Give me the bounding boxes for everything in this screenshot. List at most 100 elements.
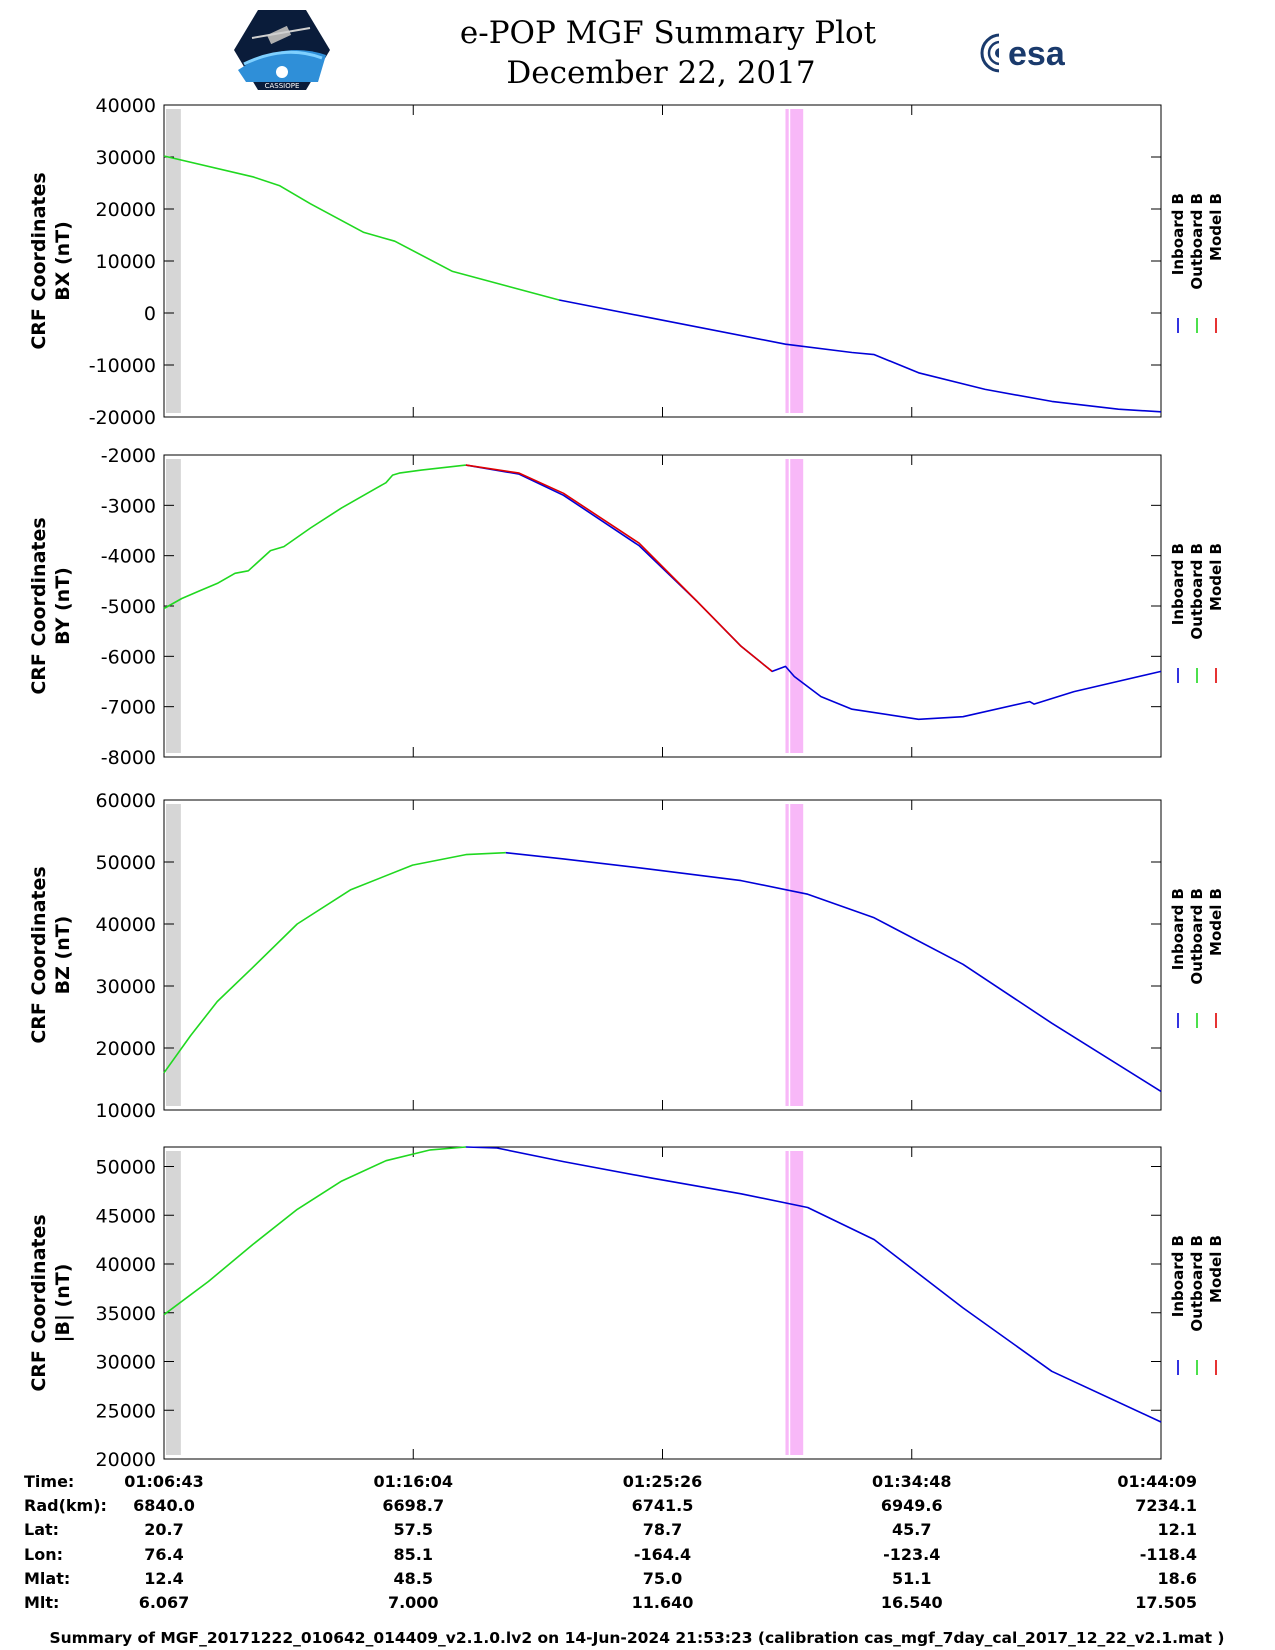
ephemeris-value: 12.1 [1158, 1520, 1197, 1539]
pink-event-band [785, 804, 804, 1106]
ephemeris-value: 12.4 [144, 1569, 183, 1588]
legend-label: Model B [1207, 1235, 1225, 1303]
ephemeris-row-label: Lon: [24, 1545, 63, 1564]
ephemeris-value: 7.000 [388, 1593, 439, 1612]
ephemeris-value: 7234.1 [1135, 1496, 1197, 1515]
ephemeris-table: Time: Rad(km): Lat: Lon: Mlat: Mlt: 01:06:43 68… [24, 1472, 1197, 1612]
legend-label: Model B [1207, 543, 1225, 611]
pink-event-band [785, 109, 804, 413]
y-axis-label-line-1: CRF Coordinates [28, 866, 50, 1043]
y-tick-label: -2000 [101, 445, 156, 467]
series-line-outboard-b [163, 464, 466, 610]
pink-event-band [785, 1151, 804, 1455]
ephemeris-row-label: Mlt: [24, 1593, 59, 1612]
ephemeris-value: -118.4 [1140, 1545, 1197, 1564]
title-line-1: e-POP MGF Summary Plot [460, 15, 877, 51]
ephemeris-value: 20.7 [144, 1520, 183, 1539]
y-axis-label-line-2: BY (nT) [52, 567, 74, 645]
ephemeris-row-label: Time: [24, 1472, 74, 1491]
pink-event-band [785, 459, 804, 753]
legend-label: Model B [1207, 193, 1225, 261]
y-tick-label: 30000 [96, 976, 156, 998]
y-tick-label: 45000 [96, 1205, 156, 1227]
ephemeris-value: 85.1 [394, 1545, 433, 1564]
ephemeris-value: 17.505 [1135, 1593, 1197, 1612]
y-tick-label: 20000 [96, 1038, 156, 1060]
panel-4: 50000 45000 40000 35000 30000 25000 20000 CRF C… [28, 1146, 1225, 1471]
series-line-outboard-b [163, 155, 560, 301]
title-line-2: December 22, 2017 [506, 55, 815, 91]
legend-label: Outboard B [1188, 543, 1206, 640]
y-tick-label: 40000 [96, 1254, 156, 1276]
y-tick-label: 25000 [96, 1400, 156, 1422]
header: CASSIOPE e-POP MGF Summary Plot December… [234, 10, 1066, 91]
axes-box [163, 799, 1162, 1111]
ephemeris-value: 01:16:04 [373, 1472, 453, 1491]
axes-box [163, 454, 1162, 758]
series-line-inboard-b [505, 851, 1162, 1093]
ephemeris-value: 16.540 [881, 1593, 943, 1612]
y-tick-label: 20000 [96, 199, 156, 221]
y-axis-label-line-2: BX (nT) [52, 221, 74, 301]
series-line-outboard-b [163, 1146, 466, 1316]
y-axis-label-line-1: CRF Coordinates [28, 517, 50, 694]
ephemeris-row-label: Lat: [24, 1520, 59, 1539]
gray-data-gap-band [166, 804, 181, 1106]
legend-label: Inboard B [1169, 543, 1187, 625]
panel-1: 40000 30000 20000 10000 0 -10000 -20000 CRF Coo… [28, 95, 1225, 429]
legend-label: Inboard B [1169, 888, 1187, 970]
ephemeris-value: 01:06:43 [124, 1472, 204, 1491]
ephemeris-value: 6741.5 [632, 1496, 694, 1515]
legend-label: Model B [1207, 888, 1225, 956]
ephemeris-value: 51.1 [892, 1569, 931, 1588]
ephemeris-value: 6698.7 [382, 1496, 444, 1515]
ephemeris-value: 48.5 [394, 1569, 433, 1588]
axes-box [163, 1146, 1162, 1460]
y-tick-label: 10000 [96, 1100, 156, 1122]
y-tick-label: -20000 [89, 407, 156, 429]
ephemeris-value: 45.7 [892, 1520, 931, 1539]
ephemeris-value: 78.7 [643, 1520, 682, 1539]
y-tick-label: 35000 [96, 1303, 156, 1325]
series-line-model-b [465, 464, 773, 673]
y-tick-label: 10000 [96, 251, 156, 273]
legend-label: Outboard B [1188, 1235, 1206, 1332]
y-tick-label: 40000 [96, 95, 156, 117]
axes-box [163, 104, 1162, 418]
y-tick-label: 60000 [96, 790, 156, 812]
y-axis-label-line-2: BZ (nT) [52, 916, 74, 995]
y-tick-label: -7000 [101, 697, 156, 719]
ephemeris-value: 76.4 [144, 1545, 183, 1564]
ephemeris-row-label: Rad(km): [24, 1496, 107, 1515]
ephemeris-value: 11.640 [632, 1593, 694, 1612]
y-tick-label: -5000 [101, 596, 156, 618]
ephemeris-value: 01:25:26 [623, 1472, 703, 1491]
y-tick-label: 40000 [96, 914, 156, 936]
ephemeris-value: 6840.0 [133, 1496, 195, 1515]
panels: 40000 30000 20000 10000 0 -10000 -20000 CRF Coo… [28, 95, 1225, 1471]
series-line-inboard-b [465, 464, 1162, 721]
ephemeris-value: 01:34:48 [872, 1472, 952, 1491]
cassiope-logo-text: CASSIOPE [265, 82, 300, 90]
legend-label: Outboard B [1188, 193, 1206, 290]
y-axis-label-line-2: |B| (nT) [52, 1264, 74, 1343]
y-tick-label: 50000 [96, 1157, 156, 1179]
ephemeris-row-label: Mlat: [24, 1569, 70, 1588]
esa-logo-text: esa [1008, 35, 1066, 73]
ephemeris-value: 6949.6 [881, 1496, 943, 1515]
ephemeris-value: 57.5 [394, 1520, 433, 1539]
ephemeris-value: 75.0 [643, 1569, 682, 1588]
ephemeris-value: 01:44:09 [1117, 1472, 1197, 1491]
y-tick-label: -10000 [89, 355, 156, 377]
ephemeris-value: -123.4 [883, 1545, 940, 1564]
esa-logo: esa [980, 30, 1066, 76]
cassiope-logo: CASSIOPE [234, 10, 330, 90]
ephemeris-value: -164.4 [634, 1545, 691, 1564]
series-line-outboard-b [163, 851, 506, 1074]
y-tick-label: 30000 [96, 147, 156, 169]
y-tick-label: -6000 [101, 646, 156, 668]
y-tick-label: 50000 [96, 852, 156, 874]
panel-3: 60000 50000 40000 30000 20000 10000 CRF Coordi… [28, 790, 1225, 1122]
